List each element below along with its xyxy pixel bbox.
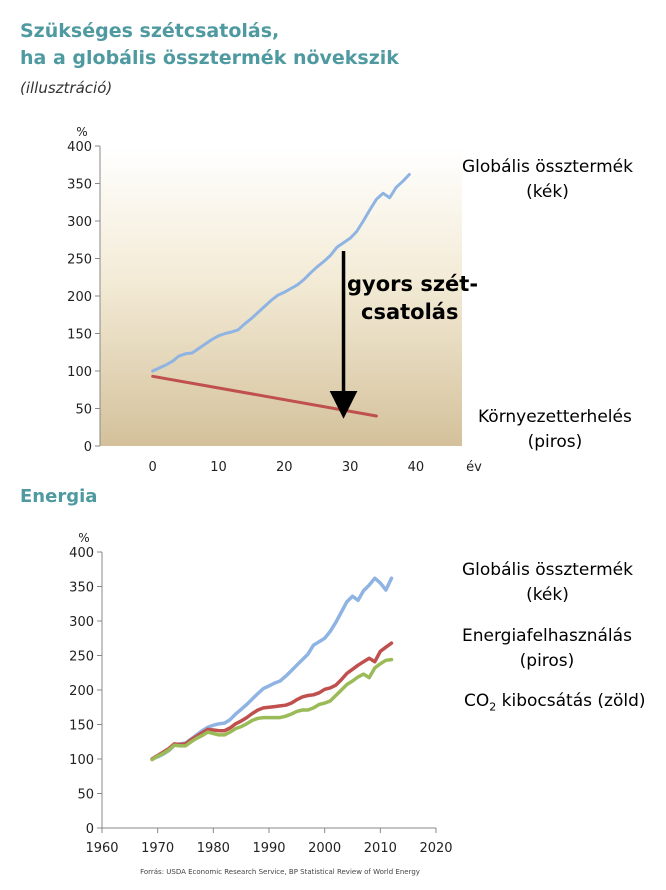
y-tick-label: 200 bbox=[67, 290, 92, 305]
x-tick-label: 30 bbox=[342, 460, 359, 475]
legend-gdp-color: (kék) bbox=[526, 181, 569, 202]
y-tick-label: 100 bbox=[67, 365, 92, 380]
legend-co2-prefix: CO bbox=[464, 691, 490, 711]
x-tick-label: 1970 bbox=[141, 841, 174, 856]
x-tick-label: 0 bbox=[149, 460, 157, 475]
legend-energy-color: (piros) bbox=[519, 650, 575, 671]
y-tick-label: 250 bbox=[67, 253, 92, 268]
y-tick-label: 400 bbox=[69, 546, 94, 561]
y-tick-label: 200 bbox=[69, 684, 94, 699]
x-tick-label: 2000 bbox=[308, 841, 341, 856]
legend-gdp-chart2: Globális össztermék (kék) bbox=[462, 558, 633, 607]
y-axis-label: % bbox=[78, 531, 89, 545]
series-line-0 bbox=[151, 173, 411, 373]
y-tick-label: 150 bbox=[67, 328, 92, 343]
legend-gdp-chart1: Globális össztermék (kék) bbox=[462, 155, 633, 204]
y-tick-label: 350 bbox=[67, 178, 92, 193]
x-tick-label: 10 bbox=[210, 460, 227, 475]
annotation-line1: gyors szét- bbox=[347, 272, 479, 296]
section-title-energia: Energia bbox=[20, 486, 98, 507]
series-line-1 bbox=[150, 641, 394, 761]
legend-co2-subscript: 2 bbox=[489, 700, 497, 714]
legend-environment-chart1: Környezetterhelés (piros) bbox=[478, 405, 632, 454]
page-title-line1: Szükséges szétcsatolás, bbox=[20, 20, 280, 42]
plot-area bbox=[102, 552, 436, 828]
series-line-2 bbox=[150, 657, 394, 762]
legend-gdp-label: Globális össztermék bbox=[462, 157, 633, 177]
y-tick-label: 50 bbox=[77, 788, 94, 803]
legend-gdp2-color: (kék) bbox=[526, 584, 569, 605]
y-tick-label: 300 bbox=[67, 215, 92, 230]
page-title-line2: ha a globális össztermék növekszik bbox=[20, 47, 399, 69]
x-tick-label: 2010 bbox=[364, 841, 397, 856]
x-axis-label: év bbox=[466, 460, 482, 475]
x-tick-label: 1990 bbox=[252, 841, 285, 856]
y-tick-label: 0 bbox=[84, 440, 92, 455]
x-tick-label: 20 bbox=[276, 460, 293, 475]
legend-energy-chart2: Energiafelhasználás (piros) bbox=[462, 624, 632, 673]
y-tick-label: 150 bbox=[69, 719, 94, 734]
y-axis-label: % bbox=[76, 125, 87, 139]
y-tick-label: 400 bbox=[67, 140, 92, 155]
legend-co2-chart2: CO2 kibocsátás (zöld) bbox=[464, 689, 646, 715]
y-tick-label: 100 bbox=[69, 753, 94, 768]
legend-environment-color: (piros) bbox=[527, 431, 583, 452]
x-tick-label: 2020 bbox=[419, 841, 452, 856]
x-tick-label: 40 bbox=[408, 460, 425, 475]
y-tick-label: 50 bbox=[75, 403, 92, 418]
plot-area bbox=[100, 146, 462, 446]
annotation-line2: csatolás bbox=[361, 300, 459, 325]
legend-co2-suffix: kibocsátás (zöld) bbox=[496, 691, 646, 711]
legend-gdp2-label: Globális össztermék bbox=[462, 560, 633, 580]
y-tick-label: 250 bbox=[69, 650, 94, 665]
page-subtitle: (illusztráció) bbox=[20, 79, 113, 97]
y-tick-label: 300 bbox=[69, 615, 94, 630]
decoupling-annotation: gyors szét- csatolás bbox=[347, 270, 478, 327]
source-note: Forrás: USDA Economic Research Service, … bbox=[140, 868, 420, 876]
legend-energy-label: Energiafelhasználás bbox=[462, 626, 632, 646]
y-tick-label: 0 bbox=[86, 822, 94, 837]
x-tick-label: 1960 bbox=[85, 841, 118, 856]
legend-environment-label: Környezetterhelés bbox=[478, 407, 632, 427]
x-tick-label: 1980 bbox=[197, 841, 230, 856]
y-tick-label: 350 bbox=[69, 581, 94, 596]
